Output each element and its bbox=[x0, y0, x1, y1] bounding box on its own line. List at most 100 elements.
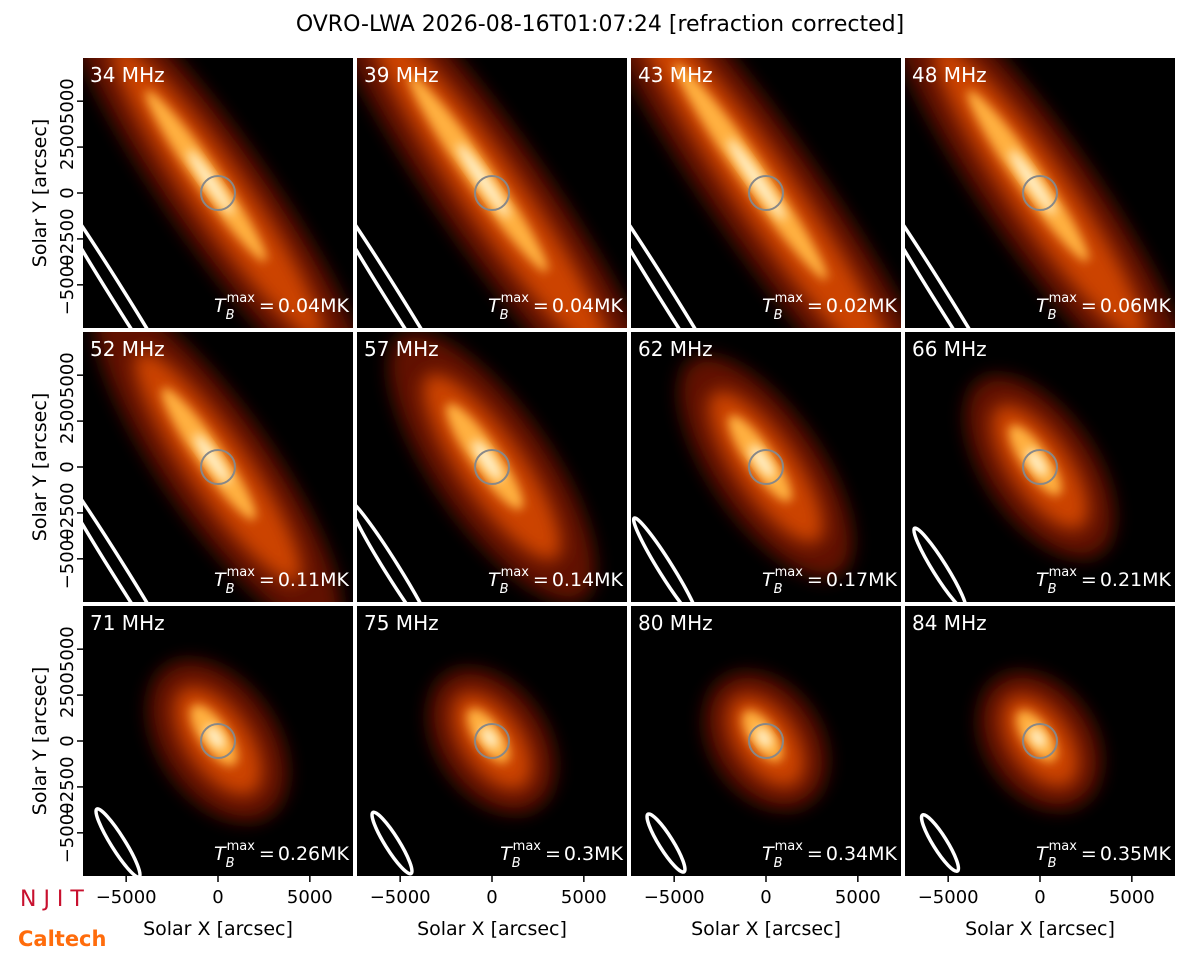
emission bbox=[148, 660, 288, 822]
y-tick-label: 5000 bbox=[57, 78, 78, 124]
tb-symbol: T bbox=[500, 843, 513, 865]
solar-disk bbox=[200, 723, 236, 759]
tb-sup: max bbox=[1049, 291, 1078, 306]
frequency-label: 52 MHz bbox=[90, 337, 165, 361]
tb-symbol: T bbox=[1036, 295, 1049, 317]
tb-sub: B bbox=[774, 582, 783, 597]
panel: 34 MHz TBmax = 0.04MK bbox=[83, 58, 353, 328]
emission bbox=[631, 58, 901, 328]
tb-equals: = bbox=[807, 843, 823, 865]
beam bbox=[919, 813, 961, 873]
tb-value: 0.04MK bbox=[278, 295, 350, 317]
tb-max-label: TBmax = 0.02MK bbox=[762, 291, 897, 323]
solar-disk bbox=[474, 175, 510, 211]
emission-core bbox=[194, 433, 231, 484]
beam bbox=[357, 499, 437, 602]
y-tick-label: 2500 bbox=[57, 672, 78, 718]
tb-symbol: T bbox=[488, 569, 501, 591]
y-tick-label: −2500 bbox=[57, 756, 78, 817]
frequency-label: 57 MHz bbox=[364, 337, 439, 361]
beam bbox=[912, 526, 968, 602]
tb-sub: B bbox=[1048, 308, 1057, 323]
tb-equals: = bbox=[1081, 843, 1097, 865]
y-tick-label: −2500 bbox=[57, 208, 78, 269]
tb-max-label: TBmax = 0.3MK bbox=[500, 839, 623, 871]
solar-disk bbox=[1022, 175, 1058, 211]
x-tick-label: 5000 bbox=[1109, 887, 1155, 908]
frequency-label: 84 MHz bbox=[912, 611, 987, 635]
tb-equals: = bbox=[533, 295, 549, 317]
panel: 52 MHz TBmax = 0.11MK bbox=[83, 332, 353, 602]
tb-max-label: TBmax = 0.21MK bbox=[1036, 565, 1171, 597]
frequency-label: 34 MHz bbox=[90, 63, 165, 87]
tb-max-label: TBmax = 0.11MK bbox=[214, 565, 349, 597]
tb-max-label: TBmax = 0.04MK bbox=[214, 291, 349, 323]
tb-sub: B bbox=[226, 582, 235, 597]
tb-value: 0.26MK bbox=[278, 843, 350, 865]
tb-sub: B bbox=[1048, 856, 1057, 871]
tb-symbol: T bbox=[214, 569, 227, 591]
x-tick-label: 0 bbox=[1034, 887, 1045, 908]
panel: 57 MHz TBmax = 0.14MK bbox=[357, 332, 627, 602]
tb-value: 0.21MK bbox=[1100, 569, 1172, 591]
beam bbox=[631, 165, 748, 328]
emission bbox=[388, 332, 596, 602]
x-tick-label: 5000 bbox=[287, 887, 333, 908]
x-tick-label: −5000 bbox=[96, 887, 157, 908]
emission bbox=[905, 58, 1175, 328]
x-tick-label: 0 bbox=[486, 887, 497, 908]
emission-core bbox=[206, 725, 225, 749]
y-tick-label: −2500 bbox=[57, 482, 78, 543]
tb-symbol: T bbox=[1036, 569, 1049, 591]
tb-value: 0.17MK bbox=[826, 569, 898, 591]
tb-value: 0.06MK bbox=[1100, 295, 1172, 317]
solar-disk bbox=[474, 723, 510, 759]
tb-max-label: TBmax = 0.34MK bbox=[762, 839, 897, 871]
tb-sup: max bbox=[501, 291, 530, 306]
tb-sup: max bbox=[775, 291, 804, 306]
frequency-label: 48 MHz bbox=[912, 63, 987, 87]
emission-core bbox=[481, 727, 499, 749]
solar-disk bbox=[748, 175, 784, 211]
solar-disk bbox=[474, 449, 510, 485]
emission bbox=[704, 672, 828, 810]
tb-max-label: TBmax = 0.26MK bbox=[214, 839, 349, 871]
beam bbox=[83, 165, 200, 328]
tb-symbol: T bbox=[214, 843, 227, 865]
x-tick-label: −5000 bbox=[644, 887, 705, 908]
tb-max-label: TBmax = 0.17MK bbox=[762, 565, 897, 597]
emission bbox=[978, 672, 1102, 810]
tb-sub: B bbox=[226, 308, 235, 323]
y-tick-label: 0 bbox=[57, 735, 78, 746]
frequency-label: 75 MHz bbox=[364, 611, 439, 635]
tb-max-label: TBmax = 0.06MK bbox=[1036, 291, 1171, 323]
beam bbox=[631, 516, 701, 602]
tb-symbol: T bbox=[1036, 843, 1049, 865]
beam bbox=[83, 448, 195, 602]
panel: 75 MHz TBmax = 0.3MK bbox=[357, 606, 627, 876]
emission-core bbox=[1029, 728, 1046, 748]
emission-core bbox=[1026, 449, 1048, 477]
tb-equals: = bbox=[545, 843, 561, 865]
x-tick-label: 5000 bbox=[835, 887, 881, 908]
tb-equals: = bbox=[1081, 569, 1097, 591]
beam bbox=[905, 165, 1022, 328]
tb-value: 0.14MK bbox=[552, 569, 624, 591]
tb-max-label: TBmax = 0.04MK bbox=[488, 291, 623, 323]
frequency-label: 66 MHz bbox=[912, 337, 987, 361]
tb-sup: max bbox=[775, 839, 804, 854]
logo-caltech: Caltech bbox=[18, 927, 106, 951]
y-tick-label: 5000 bbox=[57, 626, 78, 672]
tb-sup: max bbox=[513, 839, 542, 854]
tb-symbol: T bbox=[762, 295, 775, 317]
panel: 48 MHz TBmax = 0.06MK bbox=[905, 58, 1175, 328]
tb-sup: max bbox=[501, 565, 530, 580]
emission bbox=[965, 375, 1115, 559]
tb-value: 0.04MK bbox=[552, 295, 624, 317]
emission-core bbox=[457, 143, 510, 218]
y-tick-label: 2500 bbox=[57, 398, 78, 444]
tb-sup: max bbox=[1049, 839, 1078, 854]
beam bbox=[94, 807, 142, 876]
tb-value: 0.02MK bbox=[826, 295, 898, 317]
